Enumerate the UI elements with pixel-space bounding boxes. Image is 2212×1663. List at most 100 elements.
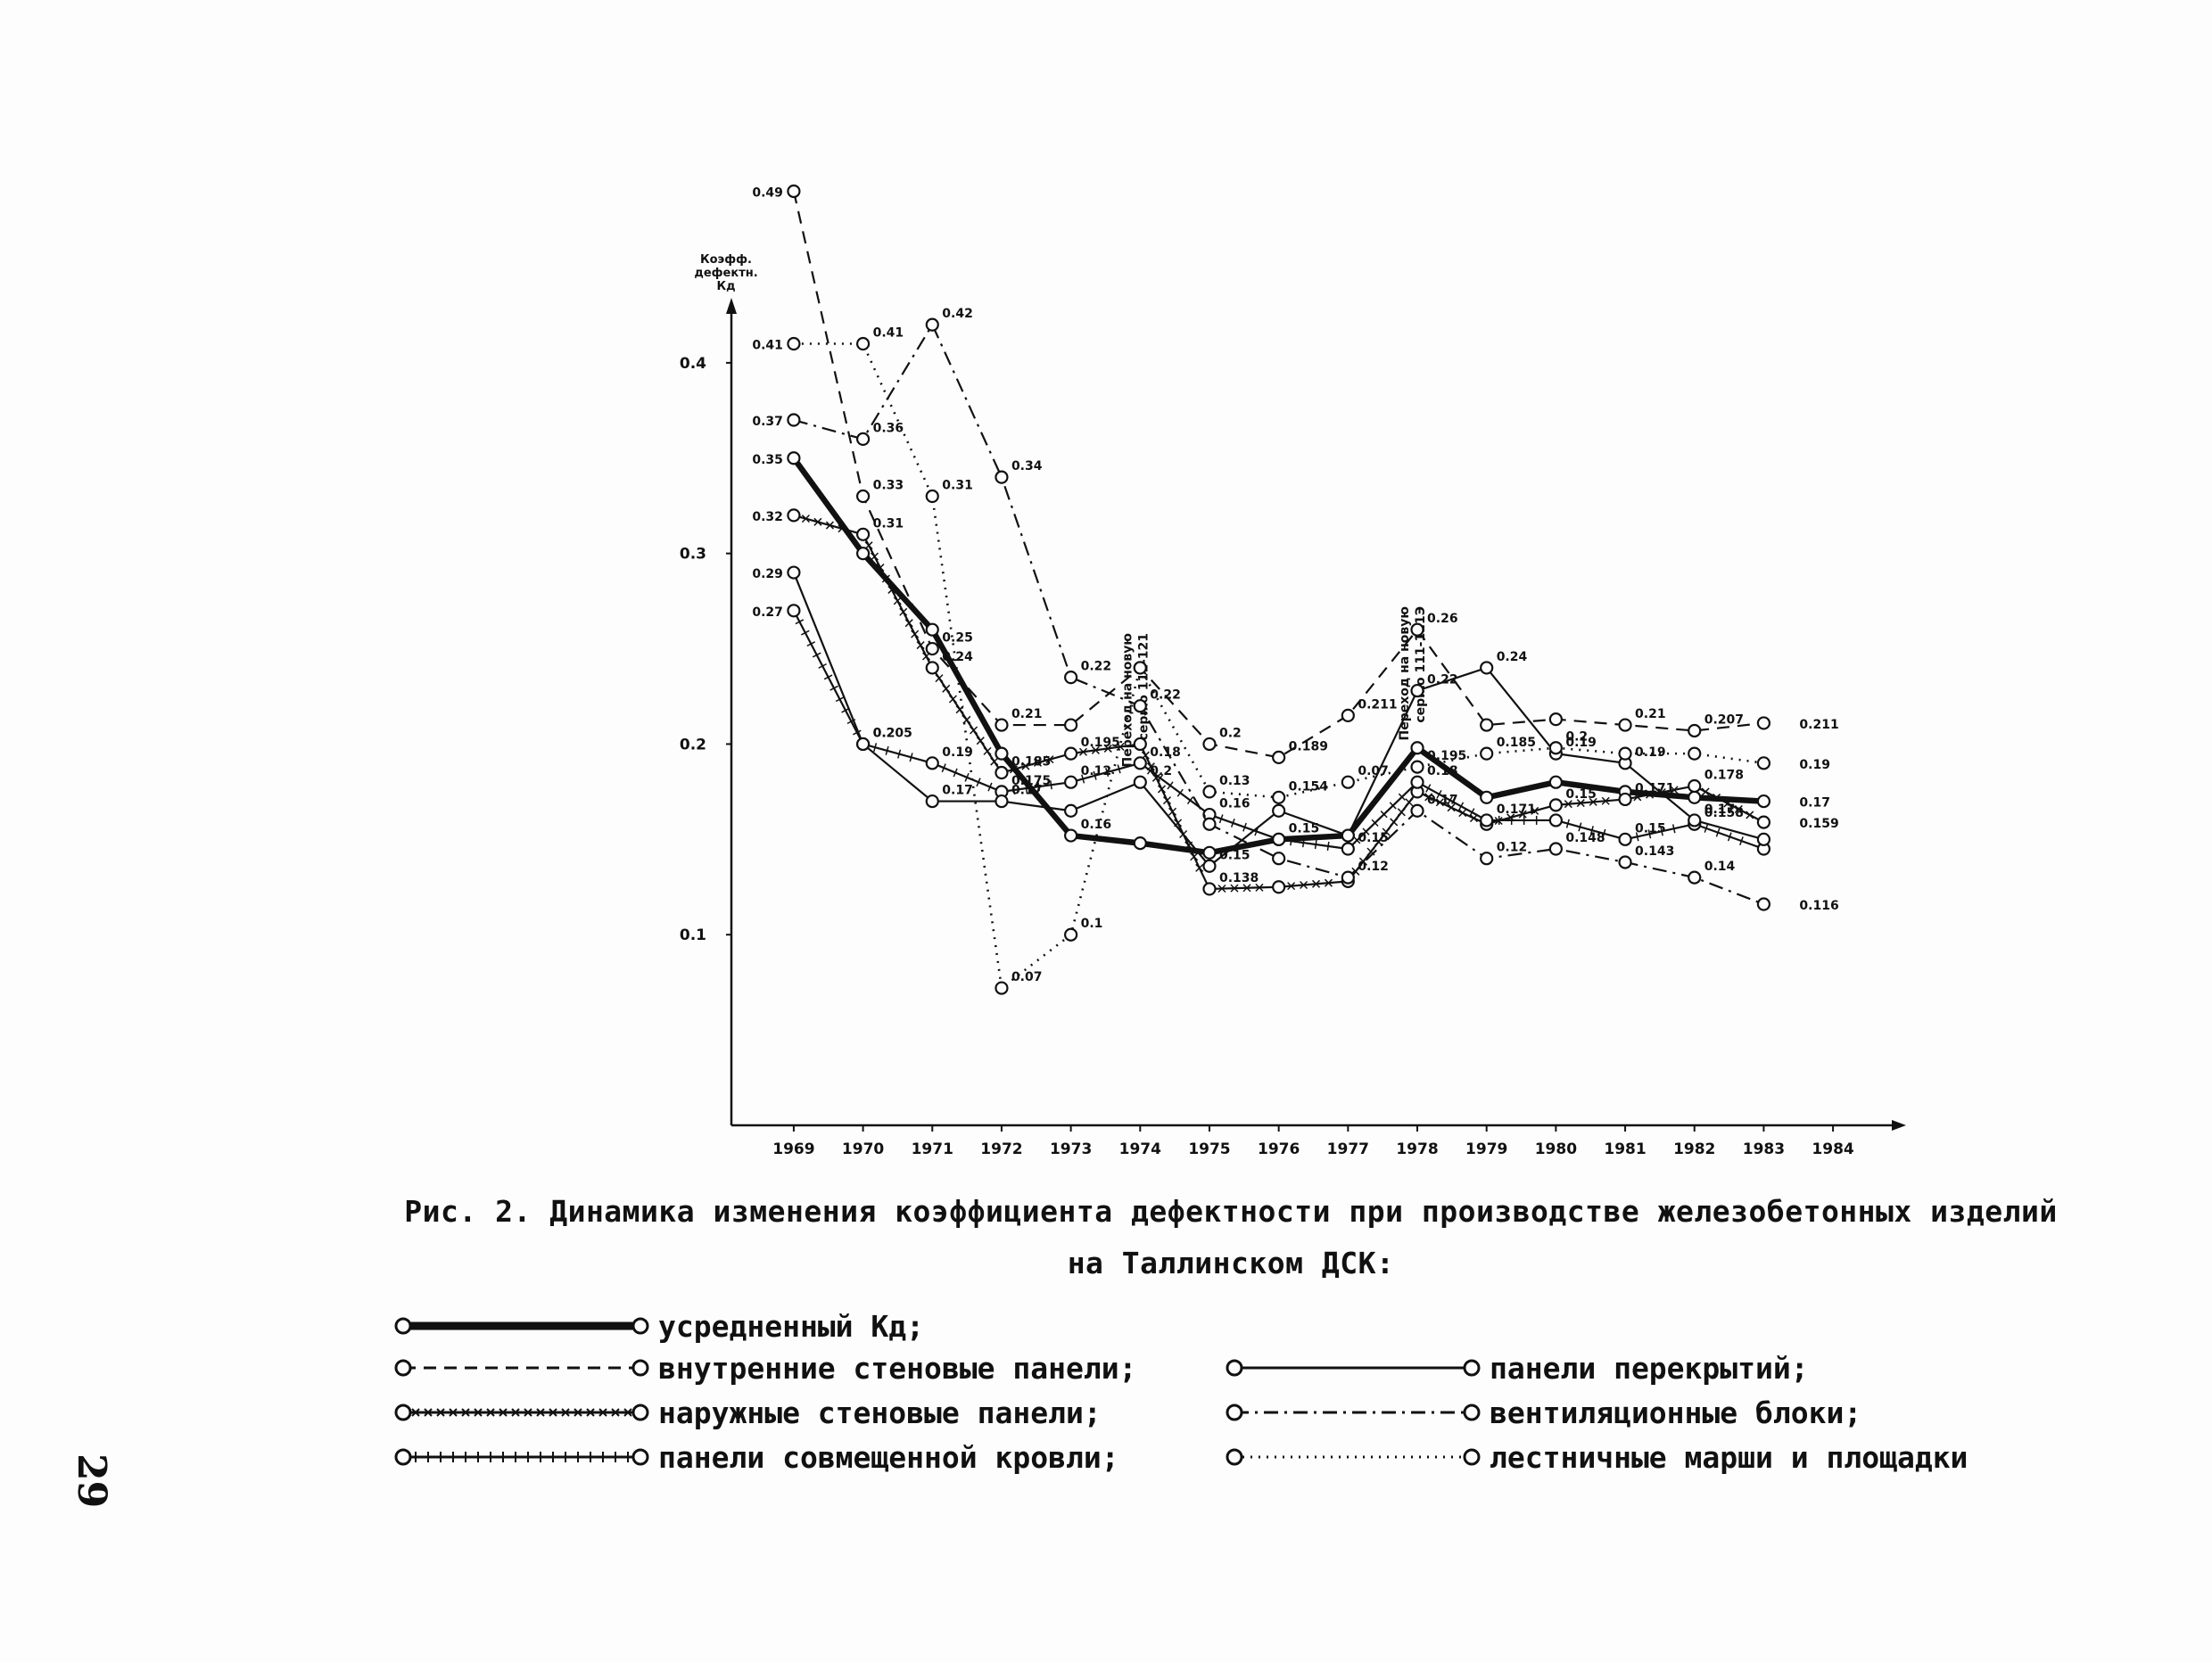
legend-tick	[623, 1408, 632, 1417]
legend-marker	[1463, 1359, 1481, 1377]
data-point	[1688, 723, 1702, 738]
data-point	[1133, 836, 1147, 851]
data-point	[1548, 775, 1563, 789]
data-point	[1688, 870, 1702, 885]
x-tick-label: 1982	[1673, 1140, 1715, 1158]
series-tick	[1589, 797, 1597, 806]
data-point	[1480, 813, 1494, 827]
x-tick-label: 1972	[980, 1140, 1022, 1158]
data-label: 0.189	[1289, 739, 1328, 753]
figure-caption: Рис. 2. Динамика изменения коэффициента …	[392, 1186, 2069, 1289]
data-point	[1202, 737, 1217, 752]
data-label: 0.175	[1011, 774, 1051, 788]
legend-marker	[1463, 1404, 1481, 1421]
data-point	[1410, 683, 1424, 698]
legend-swatch-vent	[1226, 1404, 1481, 1421]
data-point	[787, 451, 801, 465]
data-point	[1480, 852, 1494, 866]
data-point	[995, 746, 1009, 761]
series-tick	[1033, 758, 1042, 767]
data-label: 0.14	[1704, 860, 1736, 874]
data-label: 0.31	[873, 516, 904, 531]
series-tick	[1190, 852, 1199, 861]
series-tick	[825, 521, 834, 530]
data-label: 0.171	[1497, 803, 1536, 817]
data-label: 0.21	[1635, 707, 1666, 721]
series-tick	[1518, 810, 1527, 819]
data-point	[1272, 852, 1286, 866]
data-label: 0.35	[752, 453, 783, 467]
series-tick	[801, 630, 810, 636]
series-tick	[911, 630, 920, 638]
data-point	[1410, 775, 1424, 789]
legend-marker	[394, 1404, 412, 1421]
x-tick-label: 1975	[1188, 1140, 1230, 1158]
annotation-text: Переход на новую	[1398, 606, 1412, 740]
data-label: 0.27	[752, 605, 783, 620]
data-point	[1341, 842, 1355, 856]
legend-marker	[1463, 1448, 1481, 1466]
series-tick	[962, 715, 971, 724]
series-tick	[1195, 863, 1204, 872]
series-stairs: 0.410.410.310.070.10.13 0.1540.070.1950.1…	[752, 326, 1830, 995]
series-tick	[853, 729, 862, 736]
series-tick	[1146, 766, 1154, 775]
series-tick	[1436, 789, 1442, 799]
data-label: 0.19	[1799, 758, 1830, 772]
series-tick	[1242, 884, 1251, 893]
data-point	[1064, 803, 1078, 818]
data-point	[1756, 756, 1771, 770]
series-tick	[1602, 828, 1606, 838]
series-tick	[1447, 803, 1456, 812]
data-point	[1272, 803, 1286, 818]
data-label: 0.15	[1358, 831, 1389, 845]
series-tick	[881, 574, 890, 583]
legend-label-stairs: лестничные марши и площадки	[1490, 1439, 1969, 1475]
series-tick	[948, 695, 957, 704]
legend-tick	[611, 1408, 620, 1417]
legend-marker	[631, 1359, 649, 1377]
series-tick	[1242, 822, 1247, 832]
series-line-floor	[792, 572, 1764, 868]
series-tick	[1037, 782, 1040, 792]
data-point	[1202, 859, 1217, 873]
legend-item-floor: панели перекрытий;	[1224, 1348, 1809, 1387]
series-tick	[1405, 798, 1414, 807]
series-tick	[870, 552, 879, 561]
data-label: 0.16	[1219, 797, 1250, 811]
series-tick	[899, 607, 908, 616]
data-point	[1756, 832, 1771, 846]
series-tick	[1255, 883, 1264, 892]
data-point	[1688, 746, 1702, 761]
data-label: 0.32	[752, 510, 783, 524]
data-label: 0.207	[1704, 712, 1744, 727]
data-point	[1688, 813, 1702, 827]
x-tick-label: 1980	[1535, 1140, 1577, 1158]
data-label: 0.17	[1704, 803, 1736, 817]
series-tick	[893, 597, 902, 605]
series-tick	[823, 674, 833, 680]
series-tick	[1397, 808, 1406, 817]
series-tick	[812, 652, 821, 658]
data-point	[787, 184, 801, 199]
series-tick	[897, 749, 902, 759]
chart: Коэфф. дефектн. Кд 0.1 0.2 0.3 0.4 1969 1970 1971…	[680, 184, 1906, 1158]
legend-label-outer: наружные стеновые панели;	[658, 1395, 1102, 1430]
data-label: 0.18	[1427, 764, 1458, 778]
data-point	[855, 489, 871, 504]
data-point	[995, 765, 1009, 780]
data-point	[1202, 785, 1217, 799]
series-tick	[885, 745, 889, 755]
data-label: 0.31	[942, 479, 973, 493]
series-floor: 0.29 0.205 0.17 0.17 0.2 0.15 0.22 0.24 0.19 0.19…	[752, 565, 1771, 873]
data-label: 0.07	[1011, 970, 1043, 984]
legend-tick	[461, 1408, 470, 1417]
series-tick	[1670, 786, 1679, 794]
series-tick	[1671, 824, 1676, 834]
data-label: 0.29	[752, 567, 783, 581]
series-tick	[801, 515, 810, 523]
data-point	[995, 794, 1009, 809]
series-tick	[1218, 814, 1224, 824]
data-point	[1133, 699, 1147, 713]
data-point	[1410, 622, 1424, 637]
